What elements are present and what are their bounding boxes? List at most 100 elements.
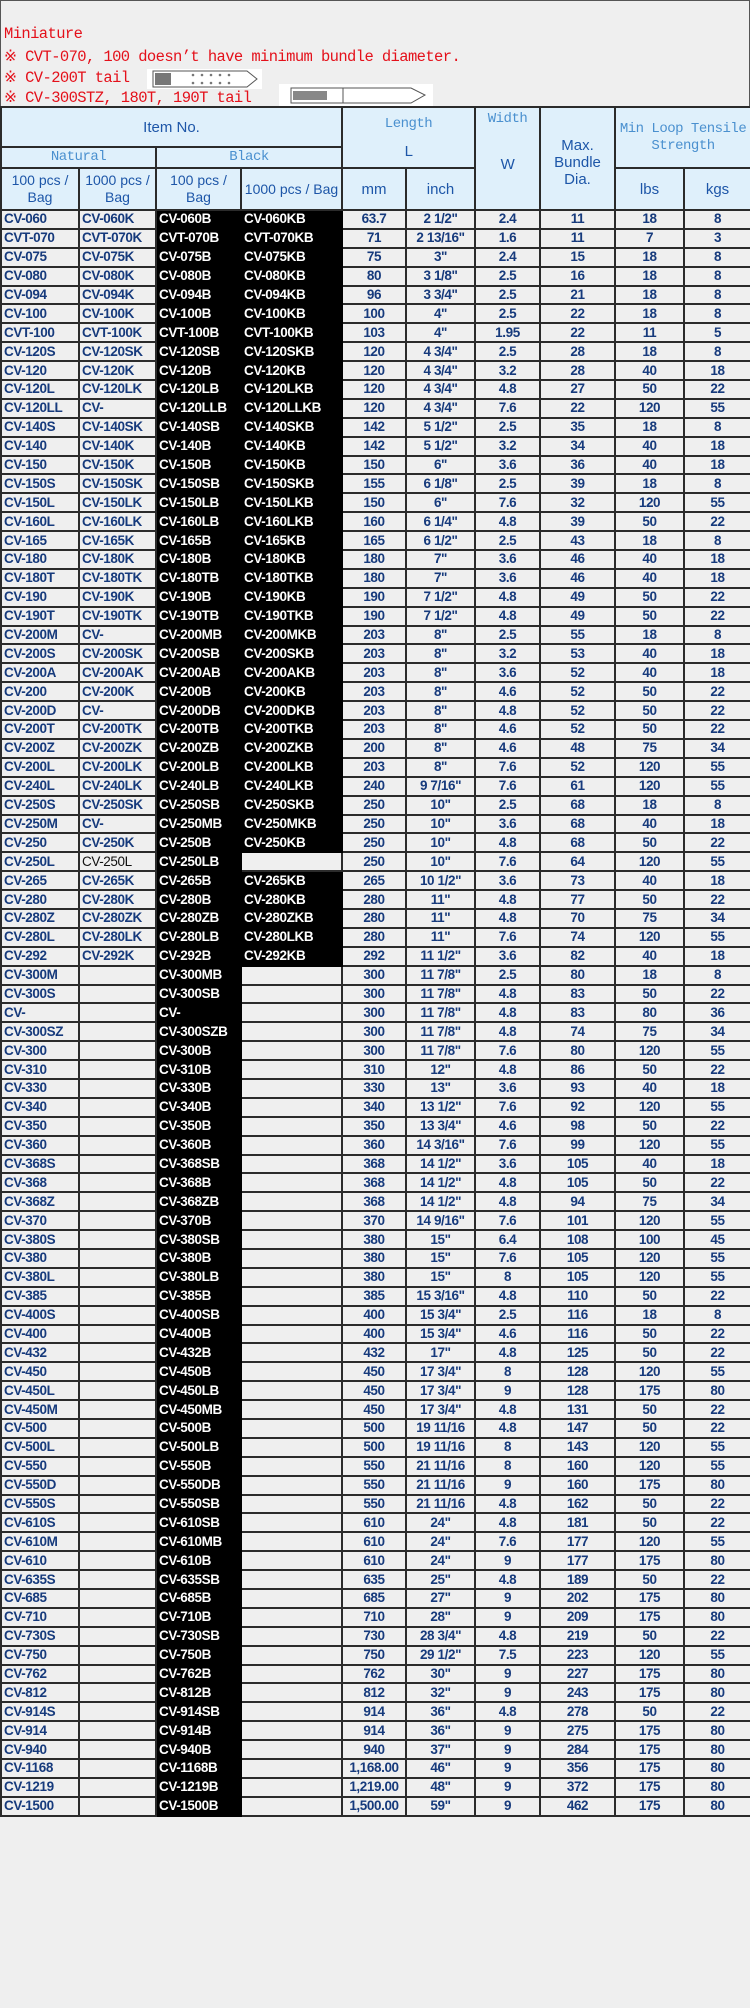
cell-black-100: CV-450LB: [155, 1380, 242, 1402]
cell-length-inch: 4 3/4": [404, 341, 477, 363]
cell-natural-1000: [78, 1323, 157, 1345]
cell-length-mm: 1,219.00: [341, 1776, 407, 1798]
cell-natural-1000: CV-200LK: [78, 756, 157, 778]
cell-tensile-kgs: 22: [683, 719, 750, 740]
cell-natural-100: CV-190T: [0, 605, 80, 627]
cell-max-bundle-dia: 278: [539, 1701, 617, 1723]
cell-length-mm: 370: [341, 1210, 407, 1232]
cell-max-bundle-dia: 43: [539, 530, 617, 552]
cell-black-1000: CV-190KB: [240, 586, 343, 608]
table-row: CV-075 CV-075K CV-075B CV-075KB 75 3" 2.4 15 18 8: [0, 246, 750, 268]
table-row: CV-380 CV-380B 380 15" 7.6 105 120 55: [0, 1247, 750, 1269]
cell-natural-100: CV-1219: [0, 1776, 80, 1798]
cell-length-mm: 1,500.00: [341, 1795, 407, 1817]
cell-natural-100: CV-340: [0, 1096, 80, 1118]
cell-tensile-lbs: 100: [614, 1229, 686, 1250]
cell-natural-1000: [78, 1795, 157, 1817]
cell-max-bundle-dia: 52: [539, 681, 617, 703]
cell-length-mm: 165: [341, 530, 407, 552]
table-row: CV-140 CV-140K CV-140B CV-140KB 142 5 1/2" 3.2…: [0, 435, 750, 457]
cell-black-1000: [240, 1588, 343, 1609]
cell-tensile-lbs: 120: [614, 1096, 686, 1118]
table-row: CV-094 CV-094K CV-094B CV-094KB 96 3 3/4" 2.5 2…: [0, 284, 750, 306]
cell-width: 4.8: [474, 1021, 542, 1043]
cell-natural-1000: [78, 1531, 157, 1553]
cell-max-bundle-dia: 28: [539, 360, 617, 382]
cell-tensile-lbs: 120: [614, 1436, 686, 1458]
table-row: CV-685 CV-685B 685 27" 9 202 175 80: [0, 1588, 750, 1609]
cell-black-100: CV-368B: [155, 1172, 242, 1194]
cell-natural-100: CV-750: [0, 1644, 80, 1666]
cell-width: 4.8: [474, 1342, 542, 1364]
cell-max-bundle-dia: 181: [539, 1512, 617, 1534]
table-row: CV-812 CV-812B 812 32" 9 243 175 80: [0, 1682, 750, 1704]
cell-max-bundle-dia: 11: [539, 209, 617, 230]
cell-tensile-lbs: 40: [614, 643, 686, 665]
cell-natural-100: CVT-100: [0, 322, 80, 344]
cell-natural-100: CV-240L: [0, 775, 80, 797]
cell-length-inch: 2 1/2": [404, 209, 477, 230]
cell-max-bundle-dia: 52: [539, 662, 617, 684]
cell-black-1000: CV-150SKB: [240, 473, 343, 495]
cell-black-100: CV-368ZB: [155, 1191, 242, 1213]
cell-black-1000: CV-200ZKB: [240, 737, 343, 759]
cell-black-1000: [240, 1474, 343, 1496]
cell-max-bundle-dia: 372: [539, 1776, 617, 1798]
header-natural-100: 100 pcs / Bag: [0, 167, 80, 211]
cell-tensile-lbs: 50: [614, 719, 686, 740]
cell-natural-100: CV-280: [0, 889, 80, 910]
cell-black-100: CV-080B: [155, 265, 242, 287]
cell-natural-100: CV-080: [0, 265, 80, 287]
cell-black-1000: CV-165KB: [240, 530, 343, 552]
cell-natural-100: CV-300S: [0, 983, 80, 1005]
cell-natural-1000: [78, 1550, 157, 1572]
cell-natural-1000: CV-: [78, 397, 157, 419]
table-body: CV-060 CV-060K CV-060B CV-060KB 63.7 2 1/2" 2.…: [0, 209, 750, 1817]
cell-max-bundle-dia: 34: [539, 435, 617, 457]
cell-tensile-lbs: 50: [614, 1625, 686, 1647]
cell-natural-100: CV-280L: [0, 926, 80, 948]
cell-length-mm: 500: [341, 1436, 407, 1458]
cell-black-100: CV-150B: [155, 454, 242, 476]
cell-length-inch: 6": [404, 492, 477, 514]
cell-tensile-lbs: 175: [614, 1380, 686, 1402]
cell-natural-100: CV-075: [0, 246, 80, 268]
cell-natural-1000: [78, 1059, 157, 1080]
cell-natural-1000: CV-080K: [78, 265, 157, 287]
cable-tie-spec-table: Item No. Length L Width W Max. Bundle Dia.…: [0, 106, 750, 1817]
cell-length-mm: 940: [341, 1739, 407, 1761]
cell-tensile-kgs: 22: [683, 1285, 750, 1307]
cell-black-100: CV-240LB: [155, 775, 242, 797]
table-row: CV-432 CV-432B 432 17" 4.8 125 50 22: [0, 1342, 750, 1364]
table-row: CV-610 CV-610B 610 24" 9 177 175 80: [0, 1550, 750, 1572]
table-row: CV-180 CV-180K CV-180B CV-180KB 180 7" 3.6 46 40…: [0, 549, 750, 570]
cell-black-1000: [240, 1758, 343, 1779]
cell-length-mm: 280: [341, 926, 407, 948]
cell-black-1000: [240, 1210, 343, 1232]
cell-natural-1000: CV-190TK: [78, 605, 157, 627]
cell-tensile-kgs: 80: [683, 1758, 750, 1779]
cell-length-inch: 13 1/2": [404, 1096, 477, 1118]
cell-width: 9: [474, 1720, 542, 1742]
cell-max-bundle-dia: 116: [539, 1304, 617, 1326]
cell-length-inch: 28 3/4": [404, 1625, 477, 1647]
cell-tensile-kgs: 80: [683, 1474, 750, 1496]
cell-natural-100: CV-200Z: [0, 737, 80, 759]
cell-length-mm: 190: [341, 605, 407, 627]
cell-length-inch: 14 9/16": [404, 1210, 477, 1232]
cell-width: 9: [474, 1588, 542, 1609]
cell-max-bundle-dia: 22: [539, 303, 617, 325]
cell-width: 8: [474, 1361, 542, 1383]
cell-tensile-kgs: 18: [683, 567, 750, 589]
cell-length-inch: 3": [404, 246, 477, 268]
cell-black-100: CV-450B: [155, 1361, 242, 1383]
cell-tensile-lbs: 40: [614, 360, 686, 382]
cell-natural-1000: [78, 1644, 157, 1666]
cell-tensile-lbs: 50: [614, 1569, 686, 1591]
cell-length-mm: 250: [341, 832, 407, 854]
cell-tensile-kgs: 22: [683, 379, 750, 400]
cell-natural-100: CV-292: [0, 945, 80, 967]
cell-natural-1000: [78, 1342, 157, 1364]
cell-length-inch: 11 1/2": [404, 945, 477, 967]
cell-length-mm: 203: [341, 719, 407, 740]
